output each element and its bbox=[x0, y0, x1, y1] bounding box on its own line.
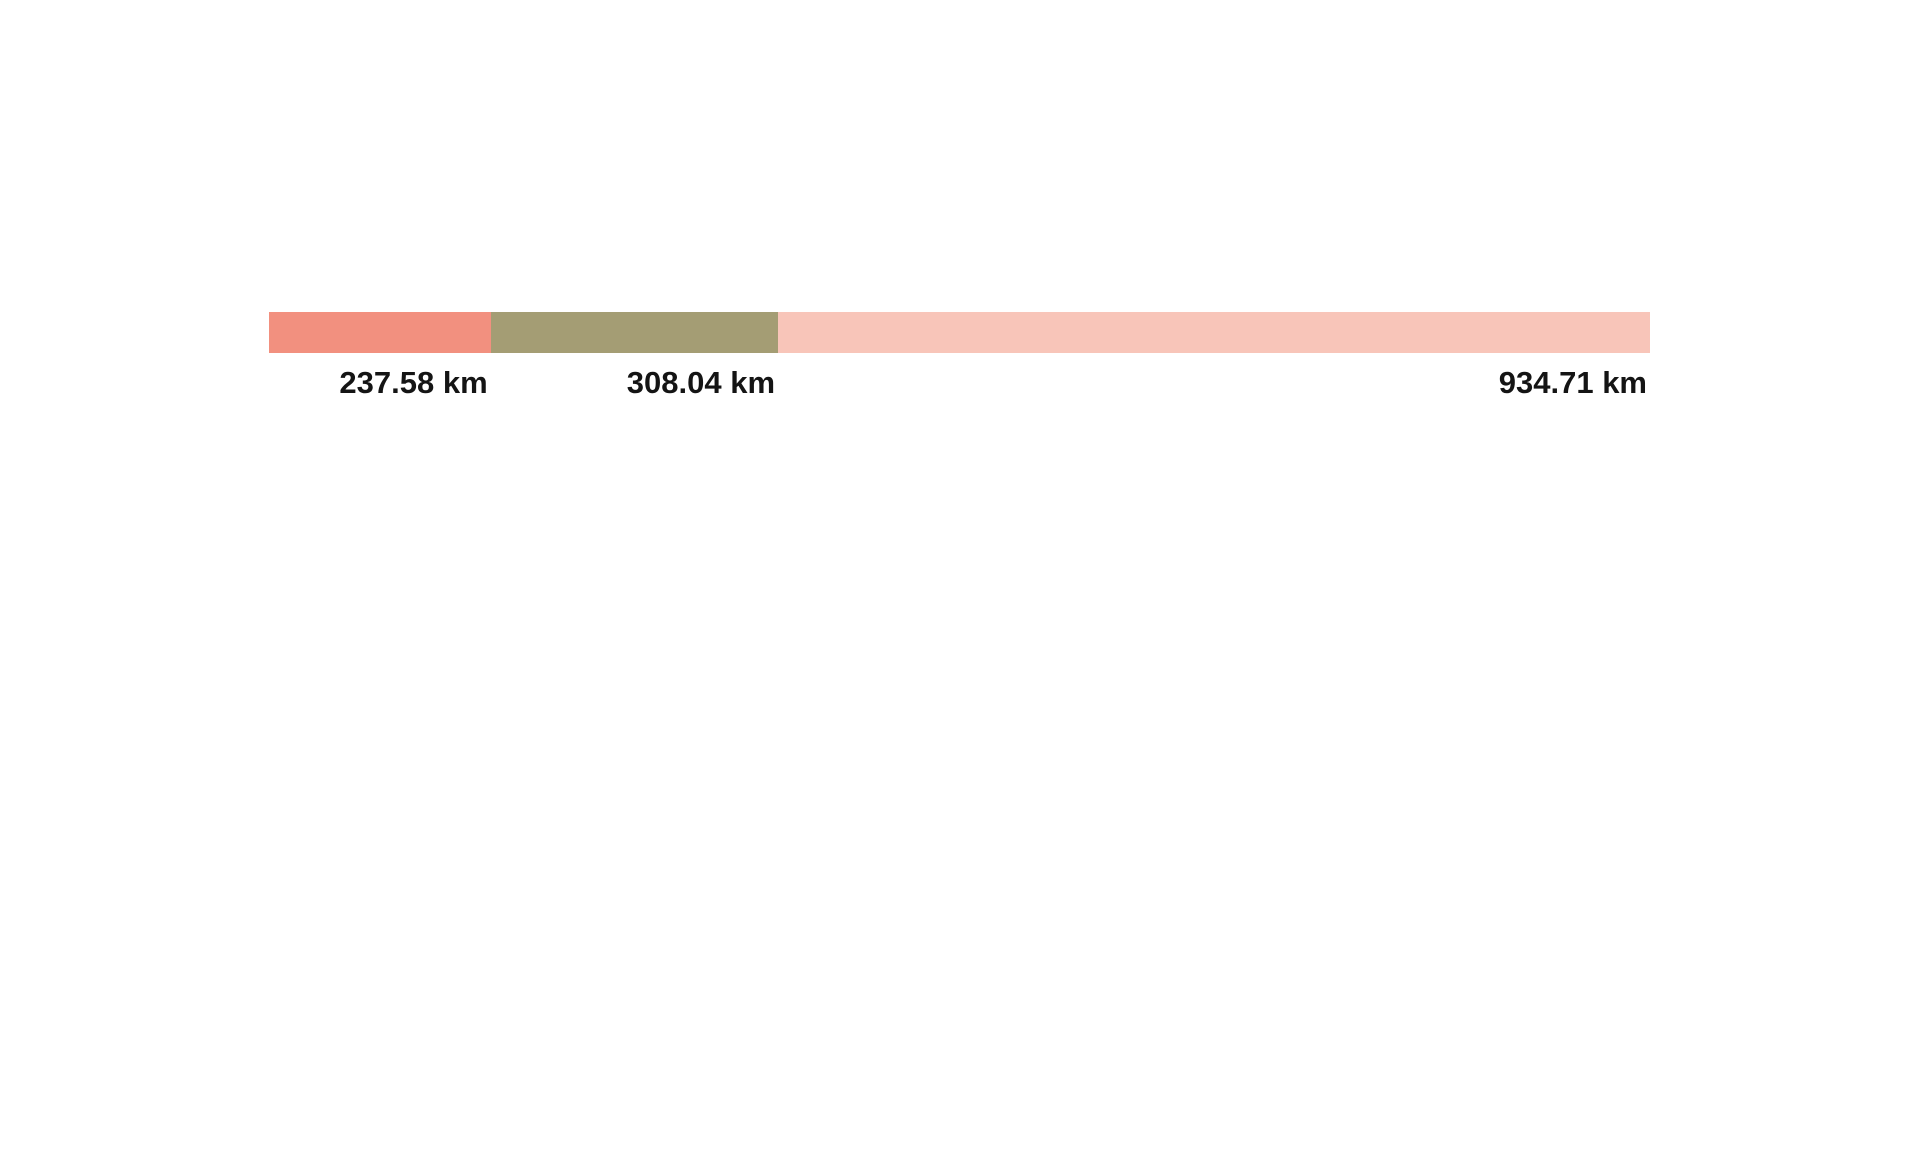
segment-label-1: 237.58 km bbox=[339, 365, 488, 400]
segment-label-3: 934.71 km bbox=[1498, 365, 1647, 400]
segment-label-cell-3: 934.71 km bbox=[778, 365, 1650, 400]
stacked-bar bbox=[269, 312, 1650, 353]
bar-segment-2 bbox=[490, 312, 779, 353]
bar-segment-1 bbox=[269, 312, 491, 353]
segment-label-2: 308.04 km bbox=[626, 365, 776, 400]
segment-labels: 237.58 km 308.04 km 934.71 km bbox=[269, 365, 1650, 400]
segment-label-cell-2: 308.04 km bbox=[491, 365, 778, 400]
segment-label-cell-1: 237.58 km bbox=[269, 365, 491, 400]
bar-segment-3 bbox=[778, 312, 1650, 353]
stacked-bar-chart: 237.58 km 308.04 km 934.71 km bbox=[269, 312, 1650, 400]
